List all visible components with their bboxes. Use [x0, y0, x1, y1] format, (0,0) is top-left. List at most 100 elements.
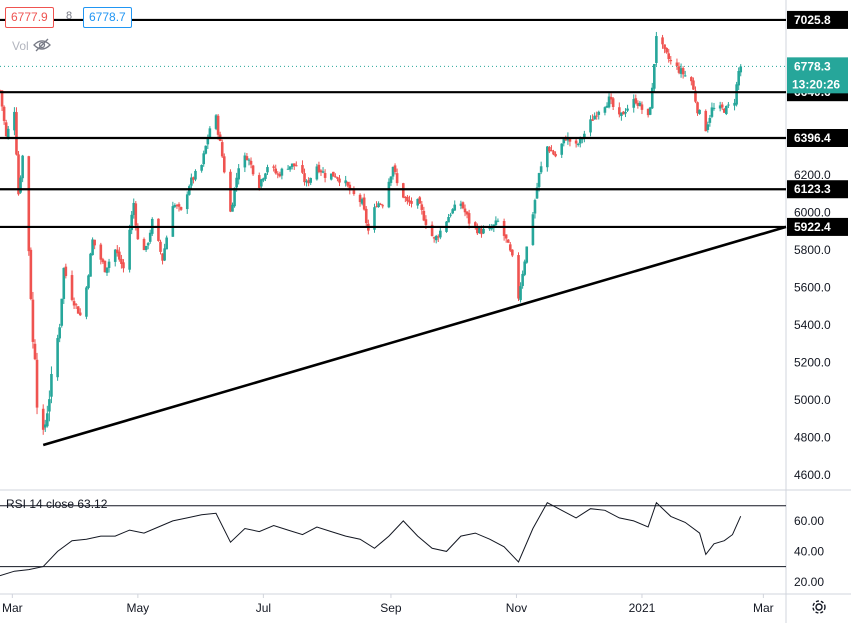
- level-price-tag: [787, 10, 848, 29]
- candle-body: [725, 105, 728, 115]
- time-axis[interactable]: Mar May Jul Sep Nov 2021 Mar: [2, 594, 774, 615]
- candle-body: [607, 96, 611, 108]
- candle-body: [375, 206, 378, 208]
- candle-body: [274, 168, 278, 174]
- candle-body: [315, 166, 319, 180]
- candle-body: [648, 107, 652, 115]
- candle-body: [661, 37, 664, 45]
- candle-body: [173, 205, 177, 207]
- candle-body: [418, 197, 422, 204]
- candle-body: [502, 221, 506, 236]
- candle-body: [580, 138, 584, 140]
- candle-body: [187, 186, 191, 195]
- candle-body: [739, 66, 743, 73]
- candle-body: [597, 111, 601, 115]
- candle-body: [35, 359, 39, 408]
- candle-body: [519, 286, 522, 301]
- candle-body: [459, 203, 463, 206]
- price-axis[interactable]: 7025.86640.66396.46123.35922.46778.313:2…: [787, 10, 848, 482]
- candle-body: [29, 249, 33, 299]
- ask-price-box[interactable]: 6778.7: [83, 7, 132, 28]
- trendline-segment[interactable]: [42, 225, 787, 447]
- level-price-label: 5922.4: [794, 220, 831, 234]
- candle-body: [144, 245, 148, 251]
- candle-body: [692, 80, 695, 90]
- candle-body: [360, 199, 364, 204]
- rsi-line: [0, 501, 742, 577]
- candle-body: [177, 204, 181, 207]
- candle-body: [422, 210, 426, 221]
- candle-body: [474, 222, 477, 226]
- candle-body: [41, 408, 45, 430]
- candle-body: [389, 176, 393, 183]
- candle-body: [560, 143, 564, 155]
- candle-body: [159, 241, 162, 252]
- candle-body: [578, 137, 582, 144]
- candle-body: [338, 178, 341, 183]
- candle-body: [576, 143, 580, 145]
- candle-body: [611, 98, 615, 107]
- candle-body: [589, 119, 592, 133]
- candle-body: [517, 255, 520, 299]
- gear-icon[interactable]: [810, 598, 828, 621]
- candle-body: [603, 107, 607, 113]
- candle-body: [192, 177, 195, 180]
- candle-body: [115, 249, 119, 254]
- candle-body: [307, 180, 310, 184]
- candle-body: [525, 246, 529, 263]
- bid-price-box[interactable]: 6777.9: [5, 7, 54, 28]
- candle-body: [346, 182, 350, 186]
- candle-body: [511, 249, 514, 256]
- candle-body: [624, 111, 627, 114]
- candle-body: [404, 197, 407, 199]
- candle-body: [733, 102, 736, 106]
- price-tick-label: 4600.0: [794, 468, 831, 482]
- candle-body: [319, 170, 323, 173]
- candle-body: [17, 154, 20, 195]
- level-price-label: 6396.4: [794, 131, 831, 145]
- candle-body: [290, 163, 294, 167]
- candle-body: [194, 170, 197, 180]
- candle-body: [208, 128, 212, 138]
- candle-body: [142, 239, 146, 251]
- candle-body: [690, 77, 693, 82]
- candle-body: [537, 173, 541, 187]
- price-tick-label: 5600.0: [794, 280, 831, 294]
- trendline[interactable]: [42, 225, 787, 447]
- candle-body: [101, 259, 105, 263]
- candle-body: [636, 102, 640, 106]
- candle-body: [272, 166, 275, 168]
- rsi-tick-label: 60.00: [794, 514, 824, 528]
- candle-body: [679, 68, 683, 74]
- candle-body: [622, 111, 625, 115]
- candle-body: [264, 173, 267, 179]
- candle-body: [416, 198, 419, 206]
- candle-body: [663, 44, 666, 49]
- candle-body: [91, 239, 94, 256]
- candle-body: [681, 68, 685, 75]
- candle-body: [58, 327, 61, 339]
- level-price-tag: [787, 217, 848, 236]
- price-tick-label: 5200.0: [794, 355, 831, 369]
- candle-body: [332, 171, 335, 177]
- candle-body: [564, 139, 568, 141]
- candle-body: [712, 107, 716, 109]
- candle-body: [463, 208, 467, 213]
- candle-body: [482, 228, 485, 234]
- volume-label[interactable]: Vol: [12, 39, 29, 53]
- candle-body: [494, 220, 498, 226]
- candle-body: [449, 214, 452, 216]
- candle-body: [165, 237, 168, 250]
- eye-slash-icon[interactable]: [33, 38, 51, 57]
- candle-body: [465, 211, 469, 215]
- candle-body: [204, 145, 208, 154]
- candle-body: [76, 306, 80, 314]
- candle-body: [46, 413, 49, 427]
- candle-body: [93, 239, 96, 246]
- candle-body: [132, 202, 136, 216]
- candle-body: [27, 156, 31, 252]
- candle-body: [294, 165, 298, 167]
- candle-body: [6, 128, 10, 138]
